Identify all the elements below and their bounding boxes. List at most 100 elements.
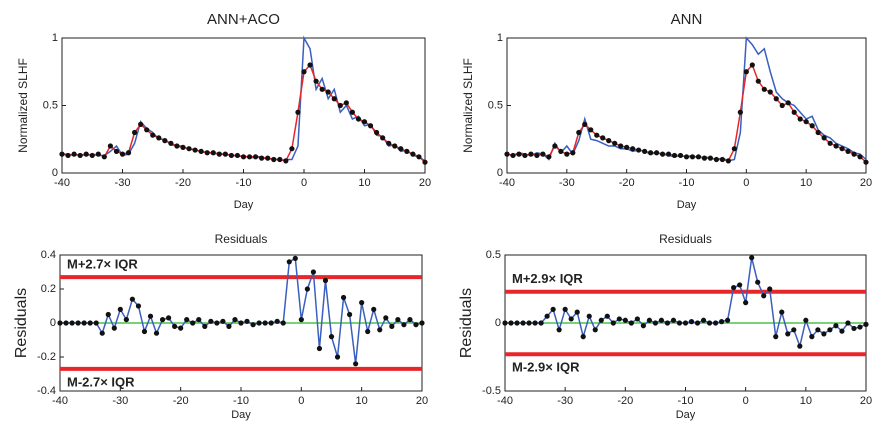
data-point xyxy=(93,320,99,326)
data-point xyxy=(298,317,304,323)
data-point xyxy=(652,320,659,326)
data-point xyxy=(253,154,259,160)
data-point xyxy=(700,317,707,323)
data-point xyxy=(413,322,419,328)
y-axis-label: Residuals xyxy=(13,288,30,358)
chart-title: ANN xyxy=(671,11,703,28)
data-point xyxy=(689,154,696,160)
data-point xyxy=(694,320,701,326)
data-point xyxy=(172,323,178,329)
data-point xyxy=(642,148,648,154)
data-point xyxy=(785,100,791,106)
data-point xyxy=(123,317,129,323)
data-point xyxy=(202,323,208,329)
data-point xyxy=(374,129,380,136)
data-point xyxy=(604,313,610,319)
data-point xyxy=(119,151,126,157)
data-point xyxy=(791,327,797,333)
data-point xyxy=(671,152,678,159)
data-point xyxy=(138,121,144,127)
data-point xyxy=(359,300,365,306)
x-tick-label: -30 xyxy=(115,177,131,189)
data-point xyxy=(101,154,107,160)
data-point xyxy=(797,116,803,122)
data-point xyxy=(398,146,404,152)
data-point xyxy=(845,148,851,154)
data-point xyxy=(268,320,274,326)
data-point xyxy=(107,143,113,149)
y-tick-label: 0.2 xyxy=(41,283,56,295)
data-point xyxy=(701,155,708,161)
data-point xyxy=(598,317,604,323)
data-point xyxy=(719,319,725,325)
data-point xyxy=(528,151,534,157)
x-tick-label: 0 xyxy=(743,177,749,189)
data-point xyxy=(419,320,425,326)
data-point xyxy=(180,144,186,150)
data-point xyxy=(404,148,410,154)
data-point xyxy=(562,306,568,312)
threshold-label: M+2.9× IQR xyxy=(512,271,583,286)
threshold-label: M-2.7× IQR xyxy=(67,374,135,389)
data-point xyxy=(688,319,695,325)
data-point xyxy=(809,334,815,340)
data-point xyxy=(365,328,371,335)
y-tick-label: 1 xyxy=(52,32,58,44)
data-point xyxy=(594,132,600,138)
x-tick-label: 20 xyxy=(860,177,872,189)
data-point xyxy=(129,296,135,302)
data-point xyxy=(600,135,606,141)
x-tick-label: 0 xyxy=(743,395,749,407)
data-point xyxy=(520,320,526,326)
data-point xyxy=(147,313,154,319)
x-axis-label: Day xyxy=(676,409,696,421)
data-point xyxy=(779,102,785,109)
data-point xyxy=(99,330,105,336)
data-point xyxy=(401,322,407,328)
data-point xyxy=(301,69,307,75)
data-point xyxy=(334,354,341,360)
data-point xyxy=(238,320,244,326)
chart-title: Residuals xyxy=(215,232,268,246)
data-point xyxy=(761,293,767,299)
x-tick-label: -20 xyxy=(173,395,189,407)
data-point xyxy=(265,155,271,161)
x-tick-label: 0 xyxy=(301,177,307,189)
data-point xyxy=(57,320,63,326)
data-point xyxy=(186,146,192,152)
data-point xyxy=(659,151,666,157)
data-point xyxy=(292,255,298,261)
data-point xyxy=(586,313,592,319)
data-point xyxy=(325,89,331,95)
data-point xyxy=(316,345,323,352)
data-point xyxy=(392,143,398,149)
data-point xyxy=(706,320,713,326)
data-point xyxy=(815,327,821,333)
x-tick-label: -30 xyxy=(559,177,575,189)
x-tick-label: -40 xyxy=(497,395,513,407)
data-point xyxy=(791,109,797,115)
data-point xyxy=(636,147,642,153)
data-point xyxy=(178,325,184,331)
data-point xyxy=(612,140,618,146)
data-point xyxy=(863,159,869,165)
x-tick-label: -20 xyxy=(619,177,635,189)
y-axis-label: Residuals xyxy=(458,288,475,358)
data-point xyxy=(89,152,95,159)
data-point xyxy=(210,150,216,156)
data-point xyxy=(69,320,75,326)
y-tick-label: 0 xyxy=(497,167,503,179)
data-point xyxy=(618,143,624,149)
data-point xyxy=(707,155,714,161)
data-point xyxy=(773,334,779,340)
x-tick-label: -40 xyxy=(499,177,515,189)
data-point xyxy=(725,317,731,323)
chart-title: ANN+ACO xyxy=(207,11,280,28)
data-point xyxy=(725,158,731,164)
data-point xyxy=(624,144,630,150)
data-point xyxy=(664,320,671,326)
data-point xyxy=(712,320,719,326)
data-point xyxy=(259,155,265,161)
data-point xyxy=(125,150,132,156)
data-point xyxy=(610,320,616,326)
